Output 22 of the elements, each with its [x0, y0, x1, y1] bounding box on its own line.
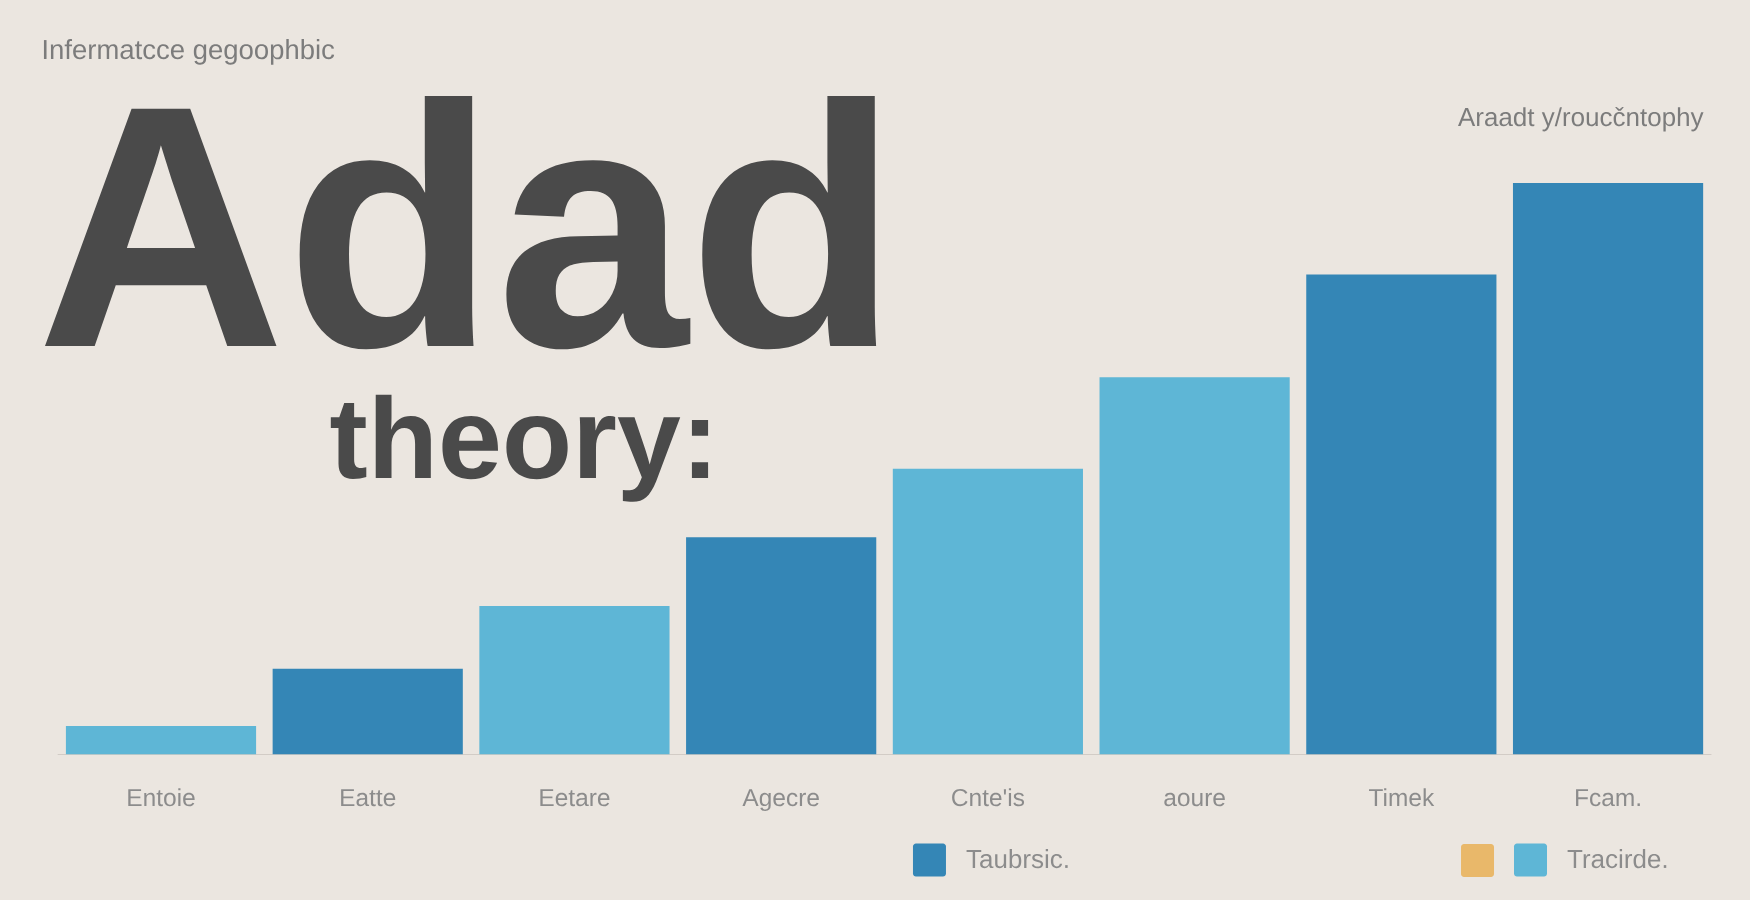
bar — [479, 605, 670, 755]
text: theory: — [330, 394, 709, 502]
text: Araadt y/roucčntophy — [1457, 107, 1704, 132]
chart-title: Adad — [45, 96, 877, 350]
x-tick-label: Cnte'is — [952, 788, 1025, 807]
x-tick-label: aoure — [1164, 792, 1225, 807]
x-tick-label: Timek — [1369, 788, 1435, 807]
bar — [892, 468, 1083, 755]
text: Infermatcce gegoophbic — [43, 39, 335, 65]
x-tick-label: Entoie — [128, 788, 195, 807]
bar — [272, 668, 463, 755]
bar — [65, 725, 257, 755]
x-tick-label: Eatte — [341, 789, 396, 807]
legend-label: Tracirde. — [1567, 849, 1667, 869]
x-tick-label: Agecre — [742, 789, 819, 812]
legend-label: Taubrsic. — [966, 849, 1068, 869]
x-tick-label: Fcam. — [1576, 789, 1640, 807]
bar — [1306, 274, 1497, 755]
bar — [686, 537, 877, 755]
x-tick-label: Eetare — [540, 789, 610, 807]
bar — [1512, 183, 1704, 755]
bar — [1099, 377, 1290, 755]
